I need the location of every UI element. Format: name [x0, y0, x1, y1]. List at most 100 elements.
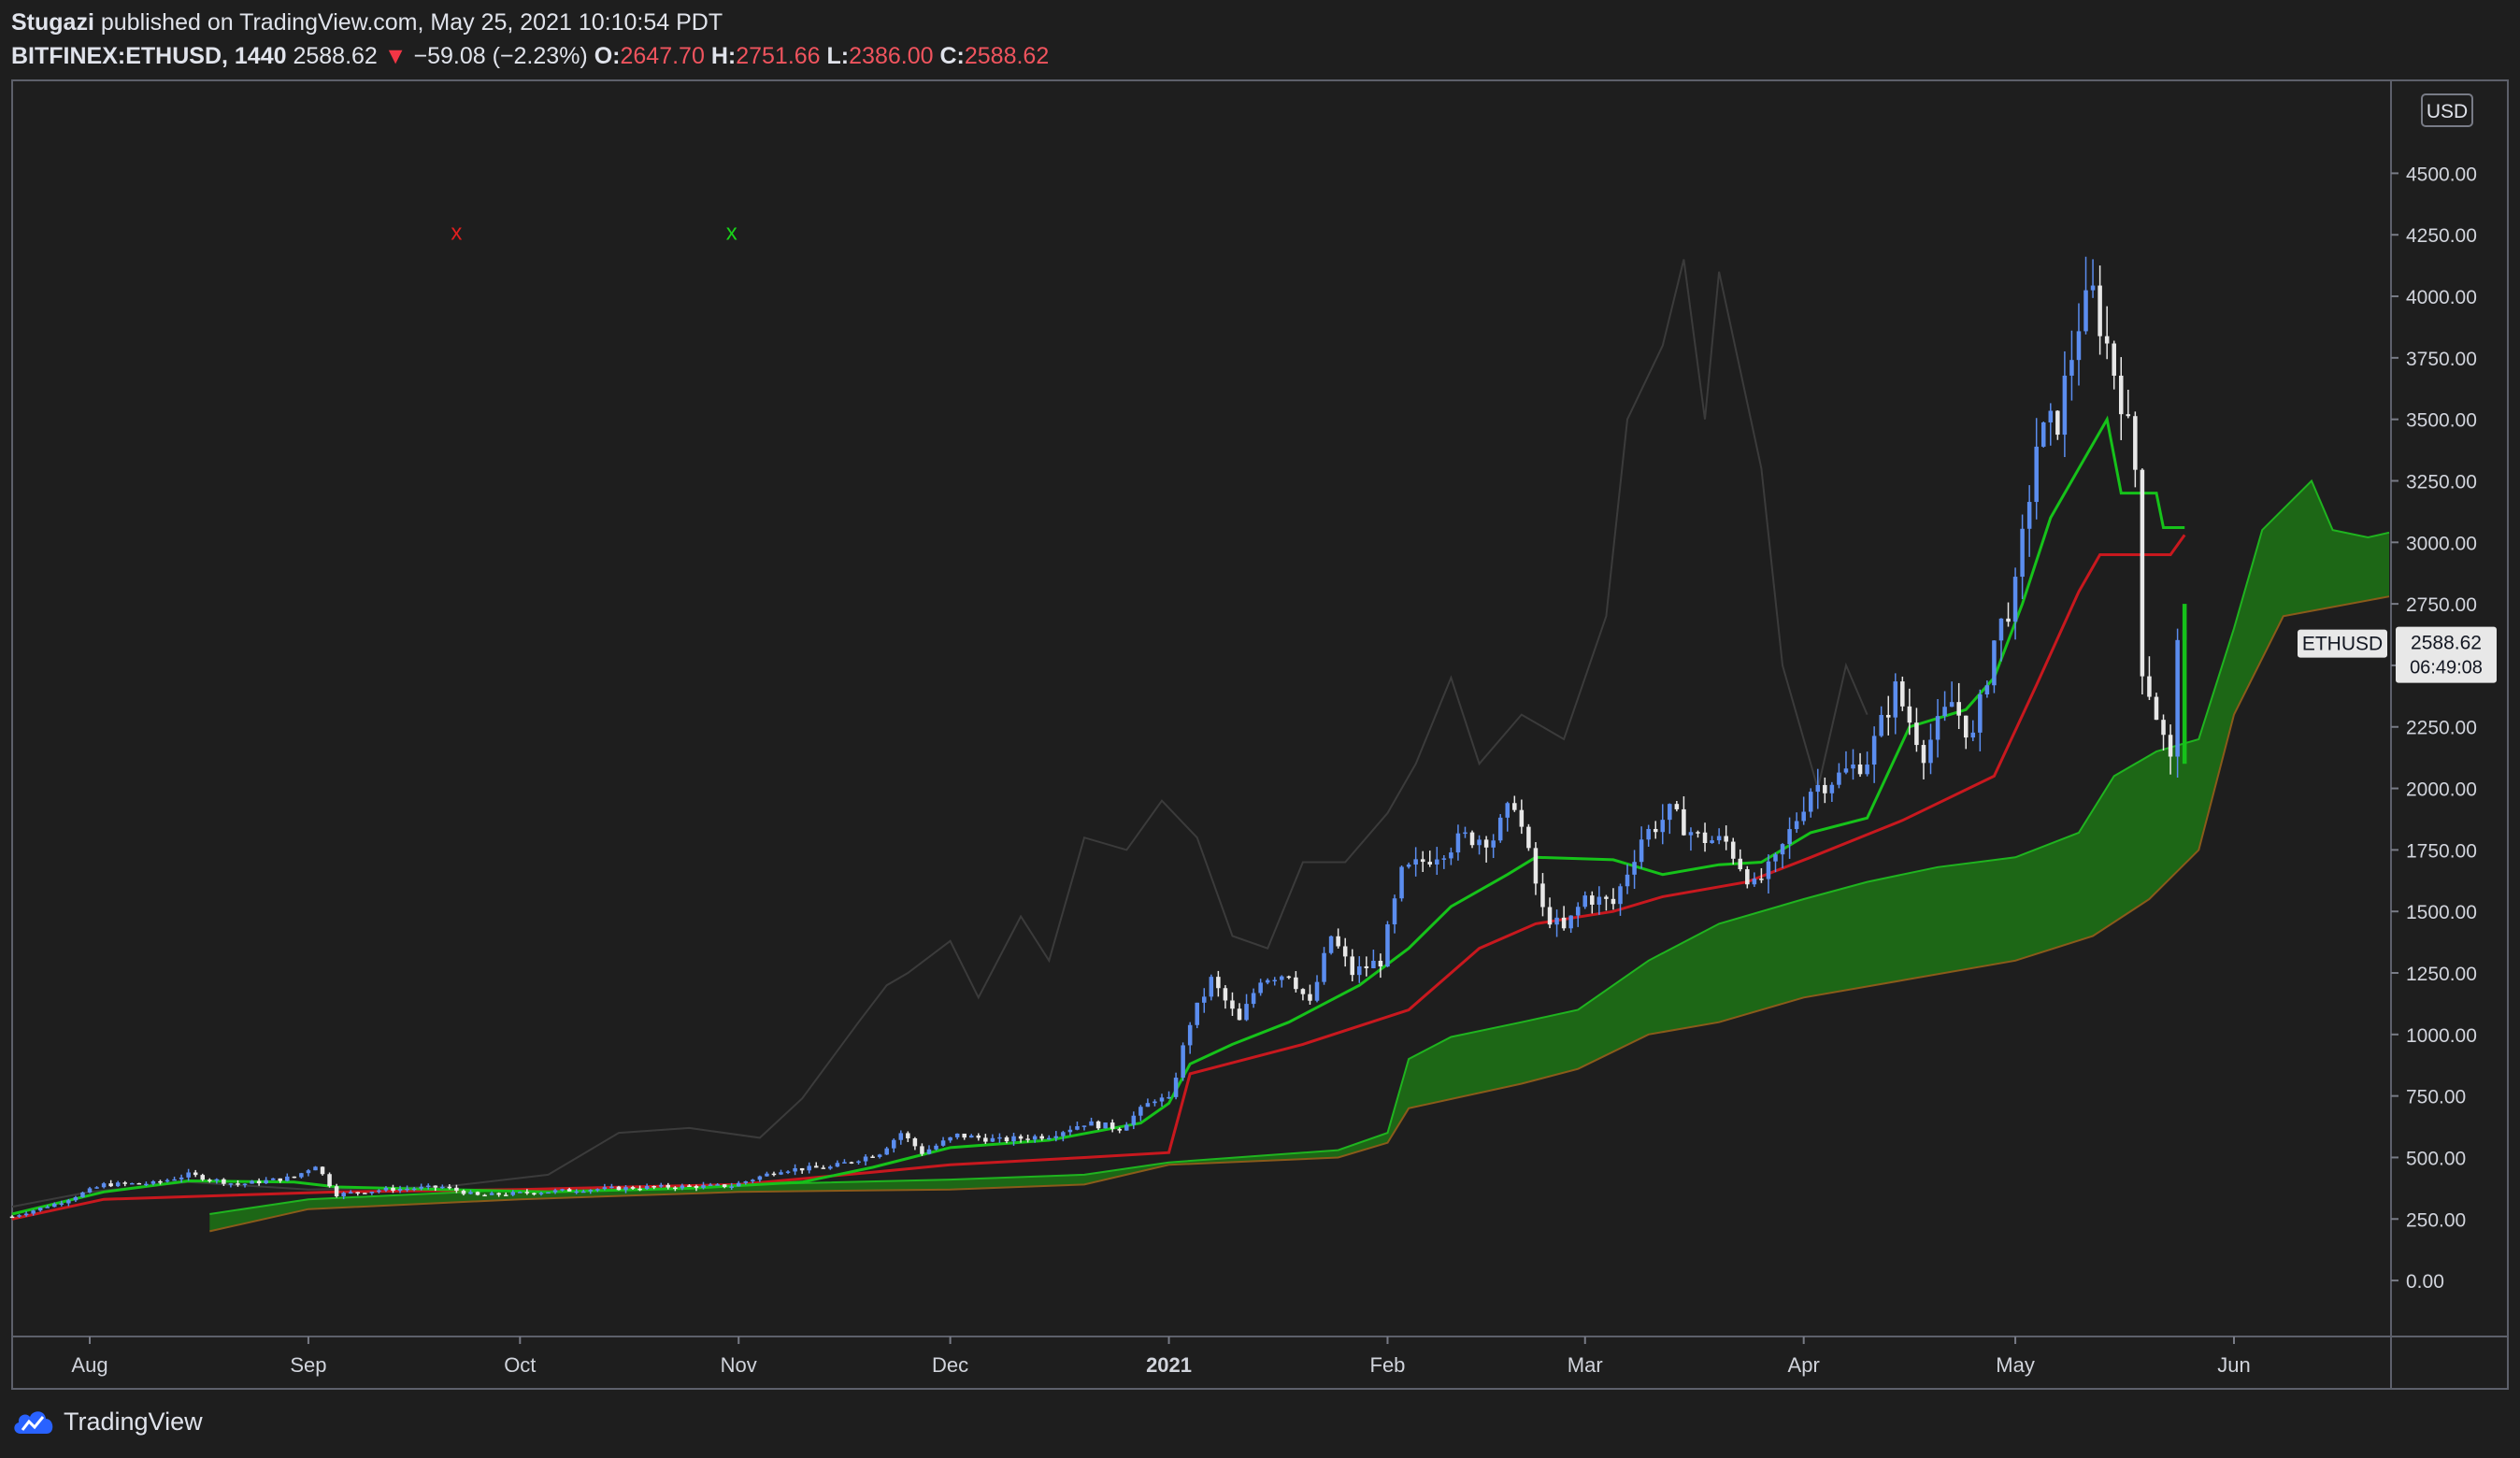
candle-body [1815, 784, 1821, 793]
candle-body [997, 1136, 1002, 1139]
candle-body [524, 1192, 530, 1194]
candle-body [115, 1182, 121, 1187]
candle-body [898, 1133, 904, 1140]
candle-body [552, 1190, 558, 1193]
candle-body [694, 1185, 699, 1188]
candle-body [1110, 1122, 1115, 1129]
candle-body [1244, 1004, 1249, 1021]
candle-body [751, 1179, 755, 1182]
candle-body [270, 1178, 276, 1180]
candle-body [1865, 765, 1869, 775]
candle-body [1187, 1024, 1193, 1046]
symbol-interval[interactable]: BITFINEX:ETHUSD, 1440 [11, 43, 287, 69]
publisher-line: Stugazi published on TradingView.com, Ma… [11, 9, 723, 36]
x-tick-label: 2021 [1146, 1353, 1192, 1377]
last-candle-body [2182, 604, 2187, 765]
candle-body [193, 1172, 198, 1176]
candle-body [1378, 960, 1383, 967]
candle-body [1167, 1096, 1171, 1099]
candle-body [1159, 1097, 1165, 1102]
candle-body [1202, 996, 1207, 1003]
candle-body [574, 1191, 579, 1194]
candle-body [1942, 707, 1947, 717]
candle-body [1668, 804, 1672, 821]
candle-body [136, 1182, 142, 1185]
candle-body [1787, 829, 1792, 845]
candle-body [214, 1179, 220, 1181]
candle-body [2062, 375, 2068, 436]
candle-body [983, 1137, 988, 1142]
candle-body [821, 1167, 826, 1169]
candle-body [31, 1210, 36, 1214]
candle-body [461, 1190, 466, 1194]
candle-body [1554, 917, 1559, 925]
currency-badge[interactable] [2421, 93, 2473, 127]
candle-body [1716, 836, 1722, 841]
candle-body [1893, 681, 1898, 718]
candle-body [496, 1193, 501, 1195]
y-tick-label: 500.00 [2406, 1148, 2466, 1169]
candle-body [1469, 832, 1475, 846]
candle-body [1646, 828, 1651, 840]
author-name[interactable]: Stugazi [11, 9, 94, 36]
candle-body [912, 1137, 918, 1147]
candle-body [355, 1192, 361, 1194]
signal-marker: x [451, 220, 462, 245]
candle-body [66, 1200, 71, 1204]
close-label: C: [939, 43, 965, 69]
time-axis[interactable]: Aug Sep Oct Nov Dec 2021 Feb Mar Apr May Jun [71, 1336, 2251, 1377]
candle-body [1181, 1045, 1185, 1079]
ichimoku-cloud [209, 479, 2390, 1233]
published-text: published on TradingView.com, May 25, 20… [100, 9, 723, 36]
candle-body [2090, 285, 2096, 291]
candle-body [320, 1166, 325, 1175]
candle-body [2112, 343, 2116, 376]
candle-body [419, 1186, 423, 1189]
candle-body [433, 1185, 438, 1188]
candle-body [1639, 839, 1644, 863]
candle-body [560, 1189, 565, 1191]
candle-body [1364, 965, 1369, 968]
last-price-tag [2396, 626, 2497, 683]
candle-body [165, 1179, 170, 1182]
candle-body [990, 1137, 995, 1142]
candle-body [264, 1179, 268, 1184]
candle-body [2118, 375, 2124, 415]
candle-body [1258, 982, 1263, 993]
x-tick-label: Feb [1370, 1353, 1406, 1377]
candle-body [595, 1189, 600, 1191]
senkou-span-b [209, 595, 2390, 1233]
candle-body [1420, 859, 1425, 863]
candle-body [440, 1186, 445, 1189]
candle-body [623, 1187, 628, 1191]
candle-body [299, 1173, 304, 1178]
candle-body [1314, 981, 1320, 1001]
candle-body [666, 1184, 671, 1188]
price-axis[interactable]: 0.00 250.00 500.00 750.00 1000.00 1250.00 1500… [2391, 164, 2477, 1293]
candle-body [1547, 907, 1553, 925]
y-tick-label: 2000.00 [2406, 779, 2477, 801]
candle-body [1505, 803, 1511, 818]
tradingview-cloud-icon[interactable] [11, 1406, 56, 1437]
candle-body [2140, 469, 2145, 677]
candle-body [23, 1213, 29, 1216]
candle-body [278, 1178, 283, 1181]
candle-body [1497, 817, 1503, 841]
candle-body [2083, 290, 2088, 332]
candle-body [1195, 1002, 1199, 1025]
candle-body [630, 1187, 636, 1189]
y-tick-label: 4250.00 [2406, 225, 2477, 247]
candle-body [73, 1196, 79, 1201]
candle-body [532, 1193, 537, 1195]
candle-body [1103, 1122, 1108, 1129]
chikou-path [11, 259, 1869, 1208]
brand-name[interactable]: TradingView [64, 1408, 203, 1436]
candle-body [1949, 702, 1954, 708]
candle-body [785, 1171, 791, 1173]
candle-body [2012, 577, 2018, 622]
candle-body [1604, 896, 1609, 899]
candle-body [1342, 946, 1348, 957]
candle-body [37, 1208, 43, 1211]
candle-body [1928, 739, 1933, 764]
